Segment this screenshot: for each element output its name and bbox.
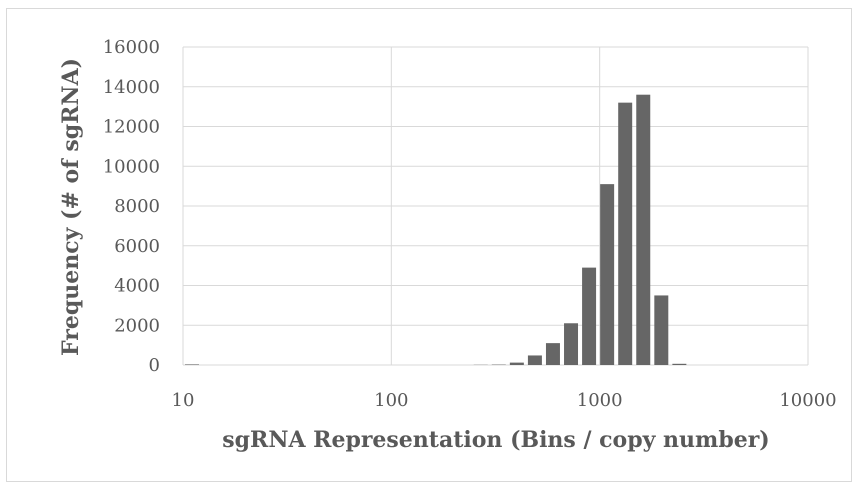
y-tick-label: 0: [149, 355, 160, 376]
x-tick-labels: 10 100 1000 10000: [172, 390, 837, 411]
histogram-bar: [672, 363, 687, 365]
histogram-bar: [600, 184, 615, 365]
histogram-bar: [185, 364, 199, 365]
y-tick-labels: 0 2000 4000 6000 8000 10000 12000 14000 16000: [103, 37, 160, 376]
x-tick-label: 100: [374, 390, 408, 411]
x-tick-label: 1000: [577, 390, 623, 411]
y-tick-label: 14000: [103, 77, 160, 98]
bars: [185, 94, 687, 366]
y-tick-label: 10000: [103, 156, 160, 177]
histogram-bar: [564, 323, 579, 365]
histogram-bar: [636, 94, 651, 365]
x-tick-label: 10000: [779, 390, 836, 411]
histogram-bar: [618, 102, 633, 366]
y-tick-label: 2000: [114, 315, 160, 336]
y-tick-label: 16000: [103, 37, 160, 58]
y-tick-label: 4000: [114, 276, 160, 297]
histogram-bar: [545, 343, 560, 365]
y-axis-title: Frequency (# of sgRNA): [58, 58, 84, 356]
histogram-bar: [509, 362, 524, 365]
y-tick-label: 12000: [103, 117, 160, 138]
x-tick-label: 10: [172, 390, 195, 411]
y-tick-label: 6000: [114, 236, 160, 257]
histogram-bar: [582, 267, 597, 365]
x-axis-title: sgRNA Representation (Bins / copy number…: [222, 427, 769, 453]
histogram-bar: [527, 355, 542, 365]
histogram-bar: [654, 295, 669, 365]
gridlines: [182, 46, 809, 366]
y-tick-label: 8000: [114, 196, 160, 217]
